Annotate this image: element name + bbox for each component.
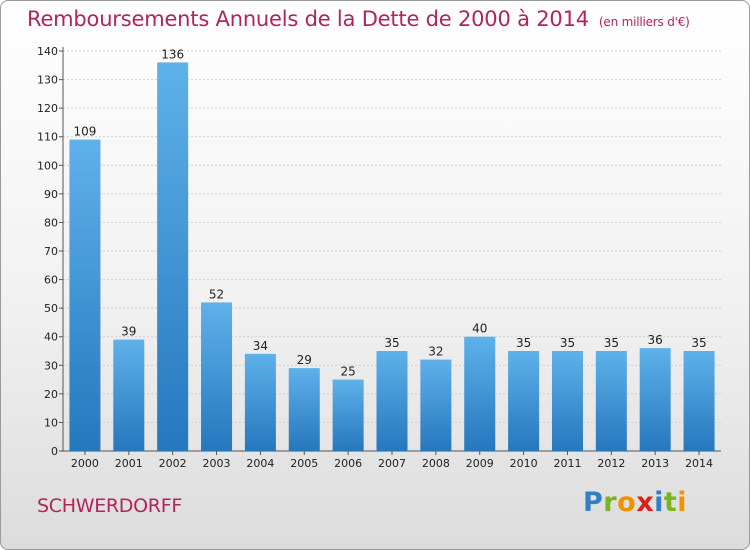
y-tick-label: 80: [44, 216, 58, 229]
bar-2012: [595, 351, 627, 451]
y-tick-label: 90: [44, 188, 58, 201]
x-tick-label: 2013: [641, 457, 669, 470]
chart-title-block: Remboursements Annuels de la Dette de 20…: [27, 7, 690, 31]
y-tick-label: 60: [44, 274, 58, 287]
chart-title: Remboursements Annuels de la Dette de 20…: [27, 7, 589, 31]
bar-2007: [376, 351, 408, 451]
bar-value-label: 35: [604, 336, 619, 350]
bar-2009: [464, 336, 496, 451]
logo-letter: i: [677, 487, 688, 518]
y-tick-label: 50: [44, 302, 58, 315]
x-tick-label: 2005: [290, 457, 318, 470]
x-tick-label: 2001: [115, 457, 143, 470]
bar-2005: [288, 368, 320, 451]
y-tick-label: 140: [37, 45, 58, 58]
bar-value-label: 39: [121, 325, 136, 339]
x-tick-label: 2012: [597, 457, 625, 470]
logo-letter: r: [603, 487, 618, 518]
bar-2011: [551, 351, 583, 451]
bar-value-label: 40: [472, 322, 487, 336]
x-tick-label: 2011: [553, 457, 581, 470]
x-tick-label: 2008: [422, 457, 450, 470]
x-tick-label: 2004: [246, 457, 274, 470]
bar-value-label: 29: [297, 353, 312, 367]
logo-letter: i: [654, 487, 664, 518]
proxiti-logo: Proxiti: [583, 487, 687, 518]
bar-2004: [244, 353, 276, 451]
bar-2001: [113, 339, 145, 451]
bar-2006: [332, 379, 364, 451]
bar-value-label: 35: [560, 336, 575, 350]
x-tick-label: 2010: [510, 457, 538, 470]
bar-2008: [420, 359, 452, 451]
bar-2000: [69, 139, 101, 452]
bar-2014: [683, 351, 715, 451]
bar-2002: [157, 62, 189, 452]
x-tick-label: 2007: [378, 457, 406, 470]
x-tick-label: 2003: [203, 457, 231, 470]
x-tick-label: 2002: [159, 457, 187, 470]
chart-unit-note: (en milliers d'€): [598, 15, 690, 29]
bar-value-label: 25: [340, 365, 355, 379]
bar-2003: [201, 302, 233, 451]
logo-letter: P: [583, 487, 604, 518]
bar-2013: [639, 348, 671, 451]
bar-value-label: 109: [73, 125, 96, 139]
y-tick-label: 130: [37, 74, 58, 87]
y-tick-label: 0: [51, 445, 58, 458]
bar-value-label: 32: [428, 345, 443, 359]
y-tick-label: 10: [44, 416, 58, 429]
bar-value-label: 35: [691, 336, 706, 350]
bar-value-label: 136: [161, 47, 184, 61]
y-tick-label: 70: [44, 245, 58, 258]
bar-value-label: 34: [253, 339, 268, 353]
y-tick-label: 30: [44, 359, 58, 372]
bar-value-label: 35: [516, 336, 531, 350]
bar-2010: [508, 351, 540, 451]
x-tick-label: 2000: [71, 457, 99, 470]
logo-letter: t: [663, 487, 678, 518]
x-tick-label: 2009: [466, 457, 494, 470]
x-tick-label: 2014: [685, 457, 713, 470]
y-tick-label: 100: [37, 159, 58, 172]
y-tick-label: 120: [37, 102, 58, 115]
logo-letter: x: [636, 487, 655, 518]
x-tick-label: 2006: [334, 457, 362, 470]
commune-name: SCHWERDORFF: [37, 495, 182, 517]
logo-letter: o: [617, 487, 637, 518]
y-tick-label: 110: [37, 131, 58, 144]
bar-value-label: 35: [384, 336, 399, 350]
bar-value-label: 52: [209, 287, 224, 301]
y-tick-label: 40: [44, 331, 58, 344]
y-tick-label: 20: [44, 388, 58, 401]
bar-value-label: 36: [648, 333, 663, 347]
